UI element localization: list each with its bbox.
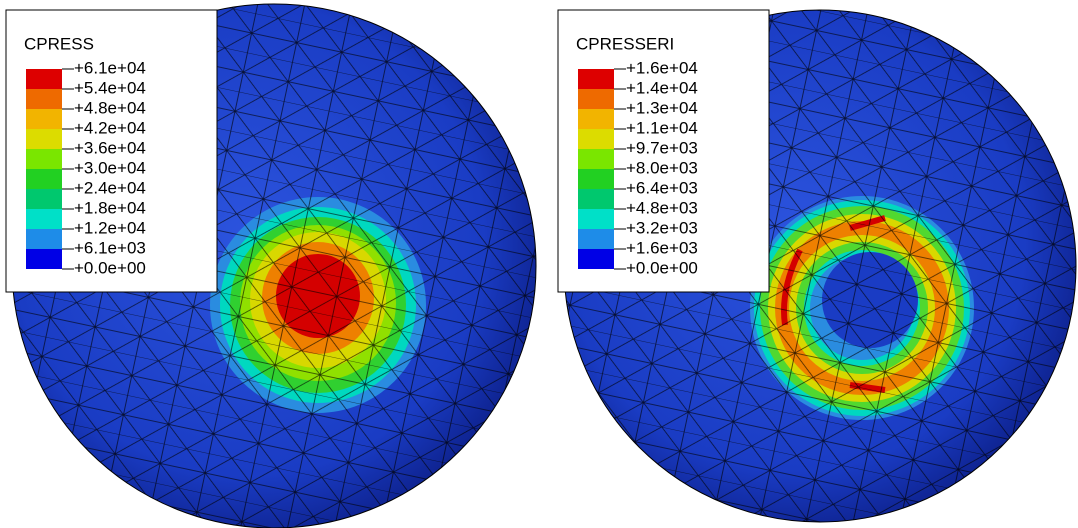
legend-swatch <box>26 149 62 169</box>
legend-swatch <box>26 89 62 109</box>
legend-swatch <box>578 149 614 169</box>
legend-swatch <box>26 69 62 89</box>
legend-swatch <box>26 189 62 209</box>
legend-swatch <box>26 129 62 149</box>
legend-label: +1.6e+03 <box>626 238 698 257</box>
legend-title: CPRESS <box>24 34 94 53</box>
legend-swatch <box>578 169 614 189</box>
legend-label: +1.6e+04 <box>626 58 698 77</box>
legend-swatch <box>26 169 62 189</box>
legend-label: +6.1e+03 <box>74 238 146 257</box>
right-sphere <box>563 9 1077 523</box>
legend-swatch <box>578 109 614 129</box>
legend-swatch <box>578 229 614 249</box>
legend-swatch <box>578 189 614 209</box>
legend-label: +4.8e+04 <box>74 98 146 117</box>
legend-label: +1.3e+04 <box>626 98 698 117</box>
legend-label: +0.0e+00 <box>626 258 698 277</box>
legend-label: +4.8e+03 <box>626 198 698 217</box>
legend-swatch <box>26 209 62 229</box>
legend-swatch <box>578 69 614 89</box>
legend-label: +6.1e+04 <box>74 58 146 77</box>
legend-swatch <box>26 249 62 269</box>
legend-label: +1.2e+04 <box>74 218 146 237</box>
legend-label: +5.4e+04 <box>74 78 146 97</box>
legend-label: +3.0e+04 <box>74 158 146 177</box>
legend-label: +1.8e+04 <box>74 198 146 217</box>
legend-swatch <box>26 109 62 129</box>
legend-label: +4.2e+04 <box>74 118 146 137</box>
legend-label: +6.4e+03 <box>626 178 698 197</box>
legend-swatch <box>578 89 614 109</box>
legend-label: +2.4e+04 <box>74 178 146 197</box>
legend-label: +1.4e+04 <box>626 78 698 97</box>
legend-swatch <box>578 209 614 229</box>
legend-label: +0.0e+00 <box>74 258 146 277</box>
legend-label: +3.2e+03 <box>626 218 698 237</box>
legend-label: +1.1e+04 <box>626 118 698 137</box>
legend-label: +9.7e+03 <box>626 138 698 157</box>
legend-swatch <box>26 229 62 249</box>
legend-label: +3.6e+04 <box>74 138 146 157</box>
legend-swatch <box>578 129 614 149</box>
legend-title: CPRESSERI <box>576 34 674 53</box>
legend-swatch <box>578 249 614 269</box>
legend-label: +8.0e+03 <box>626 158 698 177</box>
